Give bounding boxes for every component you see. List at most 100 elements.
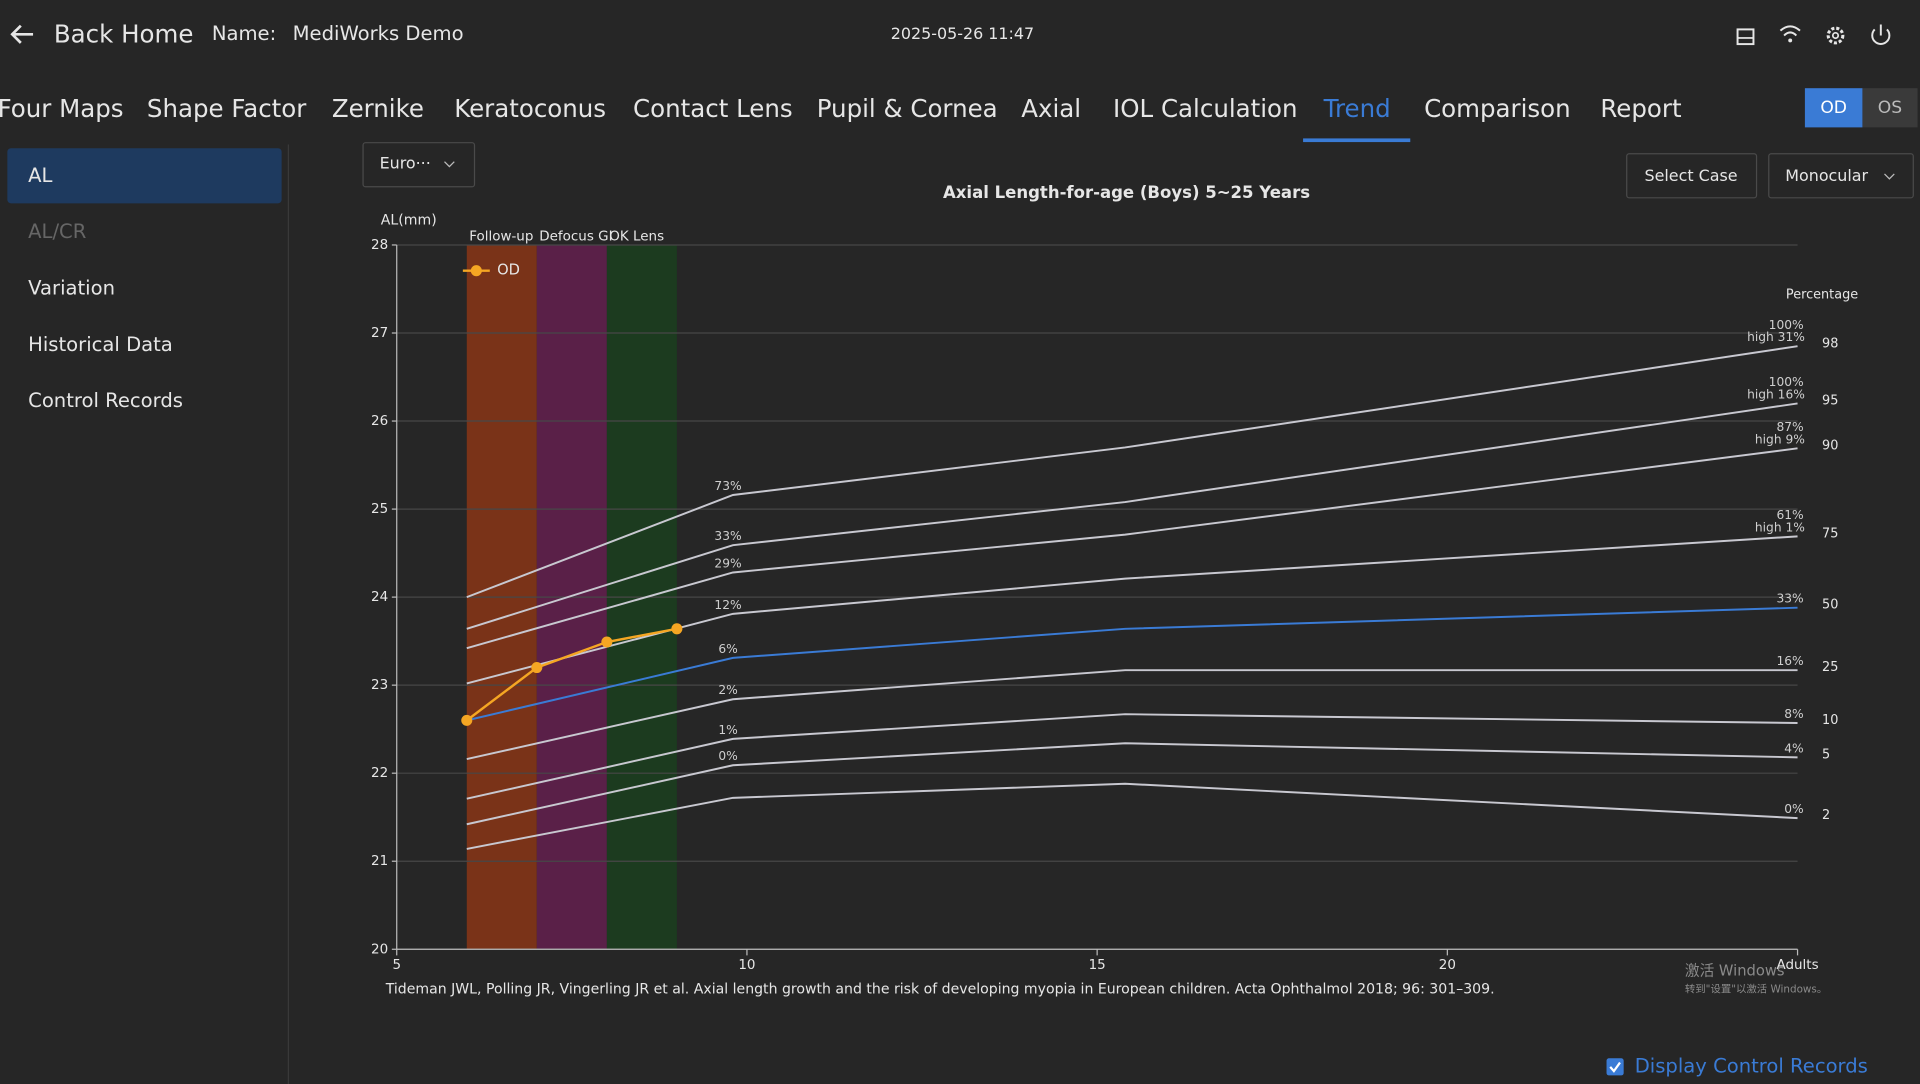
reference-dropdown[interactable]: Euro··· xyxy=(362,142,476,188)
tab[interactable]: Axial xyxy=(1021,94,1081,123)
percent-label: 29% xyxy=(714,556,741,570)
percentile-name: 90 xyxy=(1822,438,1838,453)
percentile-line xyxy=(466,447,1798,650)
eye-button[interactable] xyxy=(1804,88,1863,128)
band-label: Follow-up xyxy=(469,228,533,244)
tab[interactable]: Report xyxy=(1600,94,1682,123)
mode-dropdown[interactable]: Monocular xyxy=(1768,153,1914,199)
tab[interactable]: Four Maps xyxy=(0,94,124,123)
tab[interactable]: Contact Lens xyxy=(633,94,793,123)
percentile-line xyxy=(466,713,1798,800)
select-case-button[interactable]: Select Case xyxy=(1626,153,1758,199)
back-button[interactable]: Back Home xyxy=(10,20,194,49)
x-tick-label: 5 xyxy=(392,957,401,973)
tab[interactable]: Shape Factor xyxy=(147,94,307,123)
y-tick-label: 21 xyxy=(371,853,388,869)
citation: Tideman JWL, Polling JR, Vingerling JR e… xyxy=(385,982,1495,998)
x-tick-label: 10 xyxy=(738,957,755,973)
percent-label: 33% xyxy=(714,529,741,543)
sidebar-item[interactable]: Control Records xyxy=(28,389,183,412)
icon-shape xyxy=(1831,31,1840,40)
y-tick-label: 24 xyxy=(371,589,388,605)
power-icon[interactable] xyxy=(1871,24,1891,45)
x-tick-label: 20 xyxy=(1439,957,1456,973)
sidebar-item[interactable]: Historical Data xyxy=(28,333,173,356)
display-control-records[interactable]: Display Control Records xyxy=(1606,1054,1868,1077)
percent-label: 73% xyxy=(714,479,741,493)
percentile-name: 5 xyxy=(1822,747,1830,762)
percent-note: high 1% xyxy=(1755,520,1805,534)
percent-label: 87% xyxy=(1776,420,1803,434)
tab[interactable]: Comparison xyxy=(1424,94,1571,123)
checkbox xyxy=(1606,1058,1624,1076)
icon-shape xyxy=(1826,26,1845,45)
band-label: OK Lens xyxy=(609,228,664,244)
back-label: Back Home xyxy=(54,20,194,49)
chevron xyxy=(1884,173,1895,180)
percent-label: 2% xyxy=(718,683,737,697)
eye-toggle: OD OS xyxy=(1804,88,1918,128)
tab[interactable]: Keratoconus xyxy=(454,94,606,123)
percent-label: 100% xyxy=(1769,318,1804,332)
percent-label: 0% xyxy=(1784,802,1803,816)
y-axis-label: AL(mm) xyxy=(381,212,437,228)
y-tick-label: 28 xyxy=(371,237,388,253)
percentile-header: Percentage xyxy=(1786,288,1858,303)
tab-underline xyxy=(1303,138,1411,143)
tab[interactable]: Pupil & Cornea xyxy=(817,94,998,123)
percentile-name: 10 xyxy=(1822,713,1838,728)
percentile-name: 95 xyxy=(1822,393,1838,408)
percentile-name: 98 xyxy=(1822,336,1838,351)
percent-label: 4% xyxy=(1784,741,1803,755)
icon-shape xyxy=(1736,28,1755,46)
dropdown-box xyxy=(362,142,476,188)
sidebar-highlight xyxy=(7,148,282,204)
chevron xyxy=(444,161,455,168)
button-label: Select Case xyxy=(1644,166,1737,185)
y-tick-label: 27 xyxy=(371,325,388,341)
tab[interactable]: IOL Calculation xyxy=(1113,94,1297,123)
settings-icon[interactable] xyxy=(1826,26,1845,45)
x-tick-label: Adults xyxy=(1776,957,1818,973)
eye-label: OD xyxy=(1820,98,1847,118)
x-tick-label: 15 xyxy=(1089,957,1106,973)
percent-note: high 31% xyxy=(1747,330,1805,344)
percent-label: 12% xyxy=(714,598,741,612)
sidebar-item: AL/CR xyxy=(28,220,87,243)
icon-shape xyxy=(1788,38,1793,43)
icon-shape xyxy=(1871,28,1891,45)
percent-label: 8% xyxy=(1784,707,1803,721)
percent-label: 6% xyxy=(718,642,737,656)
percent-label: 61% xyxy=(1776,508,1803,522)
legend-label: OD xyxy=(497,262,520,279)
percentile-line xyxy=(466,742,1798,826)
patient-name: MediWorks Demo xyxy=(293,22,464,45)
name-label: Name: xyxy=(212,22,276,45)
percentile-line xyxy=(466,606,1798,722)
percent-label: 100% xyxy=(1769,375,1804,389)
percent-label: 0% xyxy=(718,749,737,763)
percent-note: high 16% xyxy=(1747,387,1805,401)
dropdown-value: Monocular xyxy=(1785,166,1868,185)
percentile-line xyxy=(466,345,1798,599)
tab-bar: Four Maps Shape Factor Zernike Keratoconus C… xyxy=(0,94,1682,143)
tab[interactable]: Zernike xyxy=(332,94,424,123)
percentile-name: 50 xyxy=(1822,598,1838,613)
eye-button[interactable] xyxy=(1862,88,1918,128)
wifi-icon[interactable] xyxy=(1779,25,1801,43)
sidebar-item[interactable]: AL xyxy=(28,164,52,187)
percentile-name: 75 xyxy=(1822,526,1838,541)
series-line xyxy=(466,627,678,722)
percentile-line xyxy=(466,669,1798,761)
icon-shape xyxy=(1779,25,1801,37)
datetime: 2025-05-26 11:47 xyxy=(891,24,1034,43)
y-tick-label: 26 xyxy=(371,413,388,429)
tab[interactable]: Trend xyxy=(1323,94,1391,123)
print-icon[interactable] xyxy=(1736,28,1755,46)
percentile-name: 2 xyxy=(1822,808,1830,823)
y-tick-label: 20 xyxy=(371,941,388,957)
sidebar: AL AL/CR Variation Historical Data Control R… xyxy=(7,148,282,412)
y-tick-label: 22 xyxy=(371,765,388,781)
sidebar-item[interactable]: Variation xyxy=(28,277,115,300)
